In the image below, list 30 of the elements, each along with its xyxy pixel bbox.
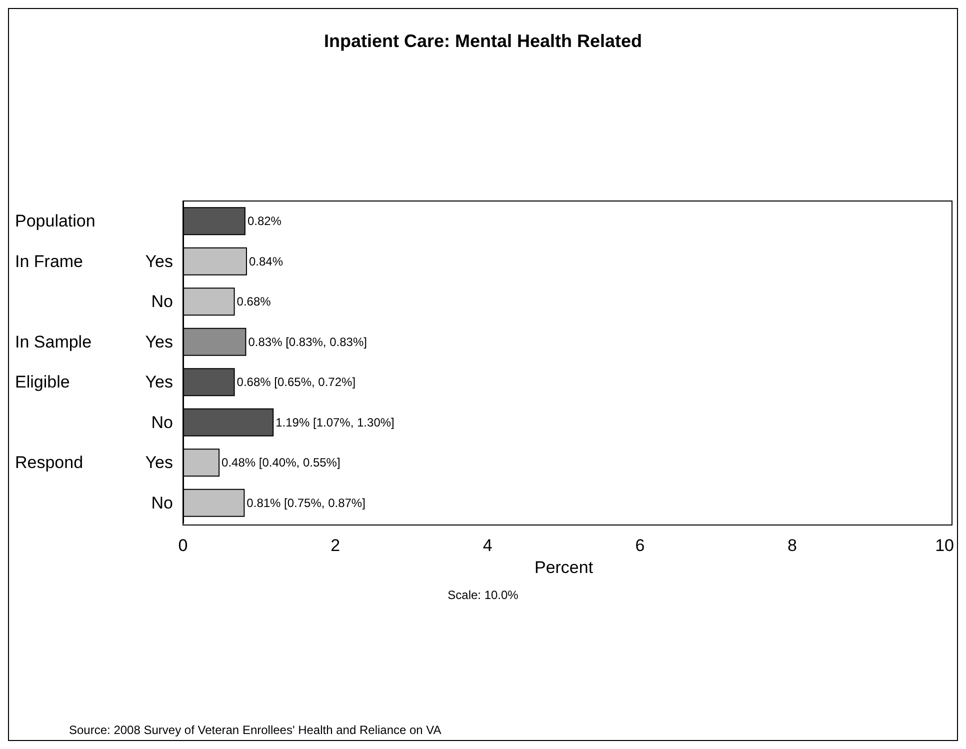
data-label: 0.48% [0.40%, 0.55%]	[222, 456, 340, 470]
source-note: Source: 2008 Survey of Veteran Enrollees' Health and Reliance on VA	[69, 723, 442, 737]
x-tick-label: 6	[635, 536, 645, 555]
x-tick-label: 0	[178, 536, 188, 555]
x-tick-label: 4	[482, 536, 492, 555]
y-tick-label: No	[151, 412, 173, 432]
data-label: 1.19% [1.07%, 1.30%]	[276, 415, 394, 430]
y-tick-label: Yes	[145, 372, 173, 392]
y-tick-label: No	[151, 493, 173, 512]
y-tick-label: Yes	[145, 252, 173, 271]
text: Population	[15, 212, 96, 231]
y-tick-label: No	[151, 292, 173, 312]
x-tick-label: 8	[788, 536, 797, 555]
text: Respond	[15, 453, 84, 472]
chart-title: Inpatient Care: Mental Health Related	[324, 31, 642, 51]
data-label: 0.81% [0.75%, 0.87%]	[246, 496, 366, 510]
text: Eligible	[15, 372, 70, 392]
x-axis-title: Percent	[534, 558, 594, 577]
text: Scale: 10.0%	[448, 588, 519, 602]
data-label: 0.82%	[247, 214, 282, 228]
x-tick-label: 10	[935, 536, 954, 555]
y-tick-label: Yes	[145, 332, 173, 352]
data-label: 0.83% [0.83%, 0.83%]	[248, 334, 367, 349]
text: In Frame	[15, 252, 84, 271]
data-label: 0.84%	[248, 254, 284, 268]
data-label: 0.68%	[236, 294, 272, 309]
data-label: 0.68% [0.65%, 0.72%]	[236, 375, 356, 390]
y-tick-label: Yes	[145, 453, 173, 472]
text: In Sample	[15, 332, 92, 352]
x-tick-label: 2	[330, 536, 340, 555]
